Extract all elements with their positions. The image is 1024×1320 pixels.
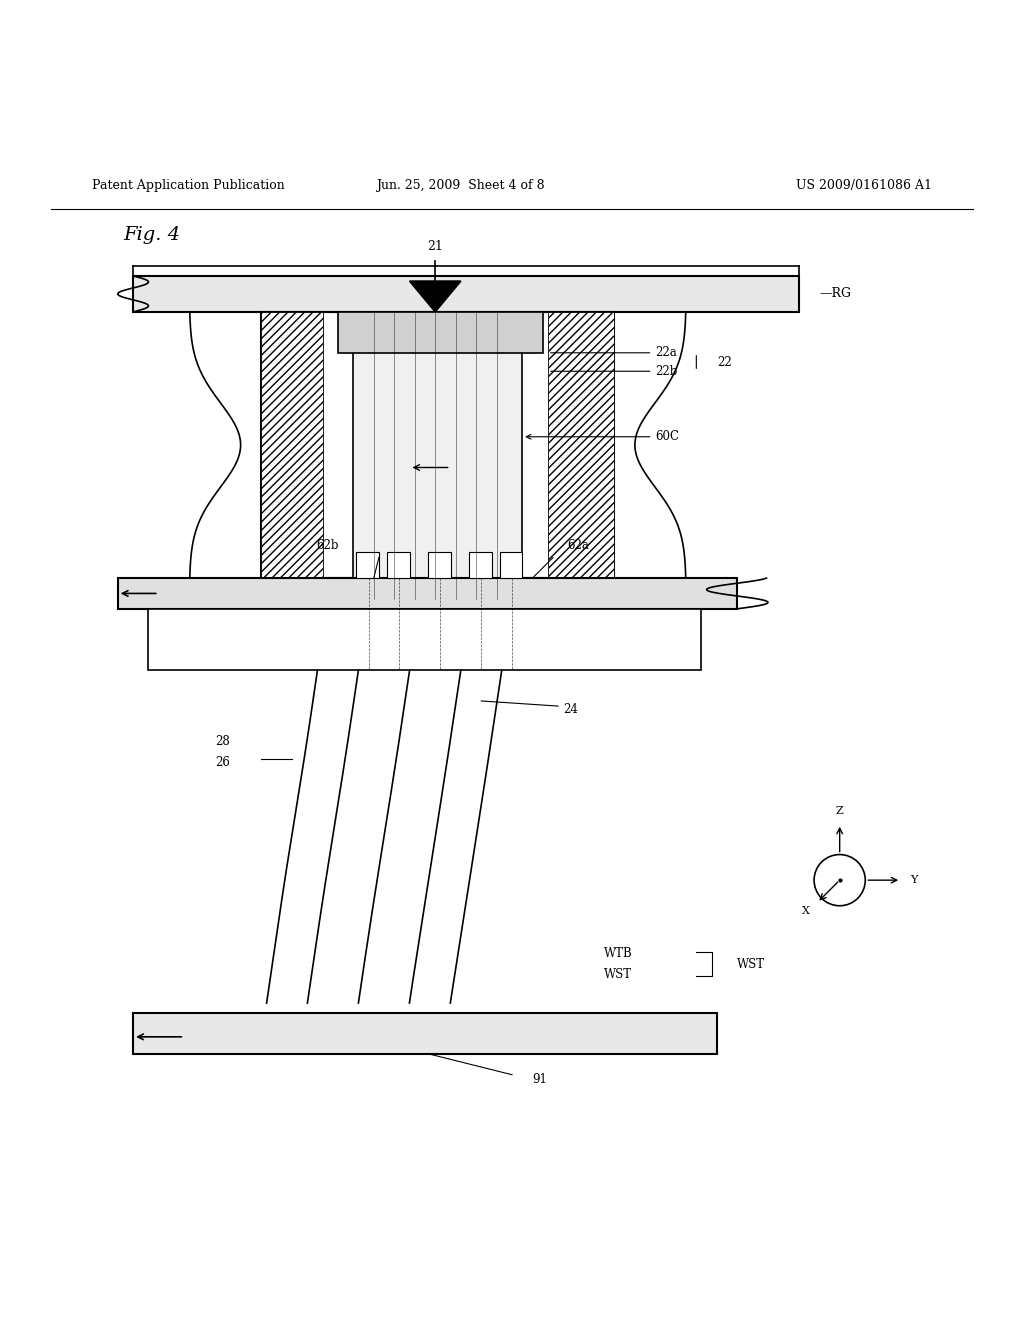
FancyBboxPatch shape xyxy=(387,553,410,578)
Text: 24: 24 xyxy=(563,702,579,715)
Text: 28: 28 xyxy=(215,735,229,748)
FancyBboxPatch shape xyxy=(500,553,522,578)
Text: US 2009/0161086 A1: US 2009/0161086 A1 xyxy=(796,180,932,193)
Polygon shape xyxy=(148,609,701,671)
FancyBboxPatch shape xyxy=(353,312,522,598)
Polygon shape xyxy=(548,312,614,578)
Text: —RG: —RG xyxy=(819,286,851,300)
Text: WST: WST xyxy=(604,968,632,981)
Text: 22a: 22a xyxy=(551,346,677,359)
Text: 21: 21 xyxy=(427,240,443,253)
Text: X: X xyxy=(802,906,810,916)
Polygon shape xyxy=(118,578,737,609)
Text: 22: 22 xyxy=(717,355,731,368)
Text: WTB: WTB xyxy=(604,948,633,961)
Text: 26: 26 xyxy=(215,756,230,768)
Text: 22b: 22b xyxy=(551,364,678,378)
Text: 62b: 62b xyxy=(316,540,339,553)
Text: WST: WST xyxy=(737,957,765,970)
Polygon shape xyxy=(261,312,323,578)
Text: 60C: 60C xyxy=(526,430,679,444)
Text: 62a: 62a xyxy=(567,540,590,553)
FancyBboxPatch shape xyxy=(469,553,492,578)
Text: Fig. 4: Fig. 4 xyxy=(123,226,180,244)
FancyBboxPatch shape xyxy=(428,553,451,578)
Text: Y: Y xyxy=(909,875,918,886)
Polygon shape xyxy=(133,1014,717,1055)
Polygon shape xyxy=(133,276,799,312)
Text: Jun. 25, 2009  Sheet 4 of 8: Jun. 25, 2009 Sheet 4 of 8 xyxy=(377,180,545,193)
Polygon shape xyxy=(410,281,461,312)
Text: Patent Application Publication: Patent Application Publication xyxy=(92,180,285,193)
Polygon shape xyxy=(338,312,543,352)
Text: 91: 91 xyxy=(532,1073,548,1086)
Text: Z: Z xyxy=(836,805,844,816)
FancyBboxPatch shape xyxy=(356,553,379,578)
